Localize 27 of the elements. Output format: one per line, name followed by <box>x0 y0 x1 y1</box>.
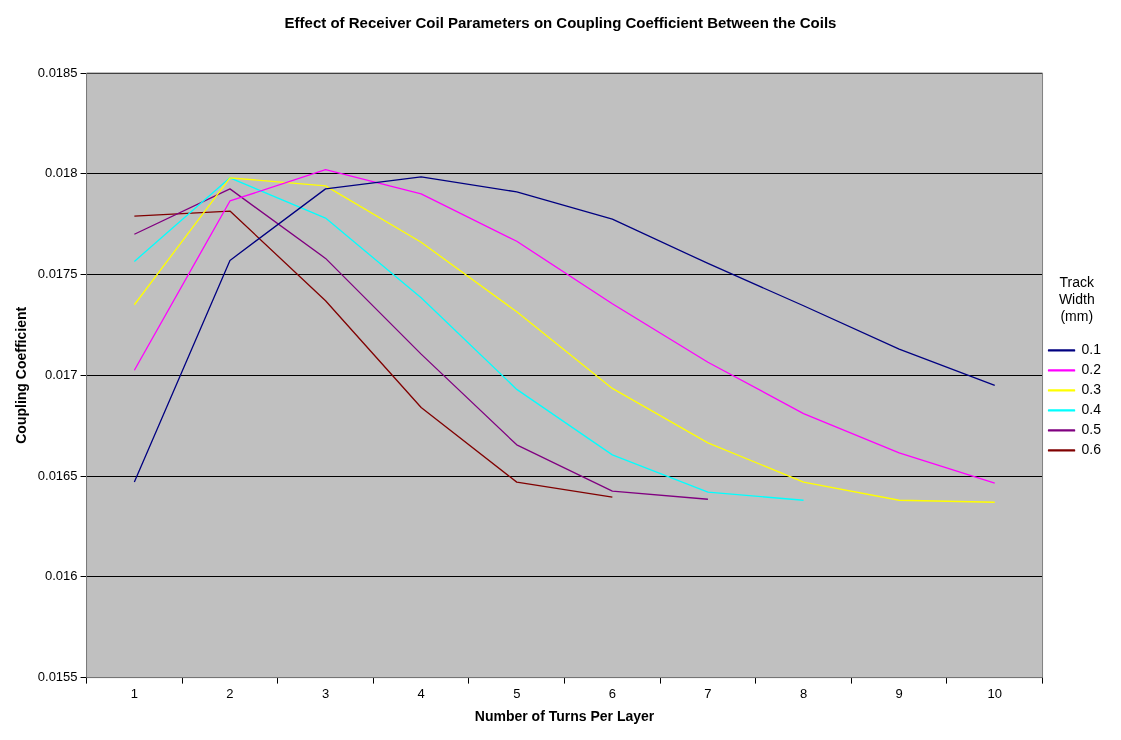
y-axis-title: Coupling Coefficient <box>13 306 30 444</box>
y-tick-label: 0.017 <box>45 366 78 382</box>
chart-title: Effect of Receiver Coil Parameters on Coupling Coefficient Between the Coils <box>284 14 837 32</box>
legend-label: 0.2 <box>1081 361 1102 378</box>
x-tick-label: 2 <box>226 685 234 701</box>
legend-label: 0.3 <box>1081 381 1102 398</box>
x-tick-label: 6 <box>608 685 616 701</box>
x-tick-label: 9 <box>895 685 903 701</box>
x-tick-label: 7 <box>704 685 712 701</box>
x-axis-title: Number of Turns Per Layer <box>474 708 655 725</box>
y-tick-label: 0.0185 <box>37 64 78 80</box>
y-tick-label: 0.0155 <box>37 669 78 685</box>
y-tick-label: 0.0165 <box>37 467 78 483</box>
x-tick-label: 5 <box>513 685 521 701</box>
x-tick-label: 1 <box>130 685 138 701</box>
y-tick-label: 0.0175 <box>37 266 78 282</box>
y-tick-label: 0.018 <box>45 165 78 181</box>
x-tick-label: 3 <box>321 685 330 701</box>
x-tick-label: 10 <box>987 685 1002 701</box>
y-tick-label: 0.016 <box>45 568 78 584</box>
legend-label: 0.1 <box>1081 341 1102 358</box>
legend-label: 0.4 <box>1081 401 1102 418</box>
legend-title: Track Width (mm) <box>1058 274 1096 325</box>
legend-label: 0.5 <box>1081 421 1102 438</box>
x-tick-label: 8 <box>799 685 808 701</box>
legend-label: 0.6 <box>1081 441 1102 458</box>
x-tick-label: 4 <box>417 685 425 701</box>
